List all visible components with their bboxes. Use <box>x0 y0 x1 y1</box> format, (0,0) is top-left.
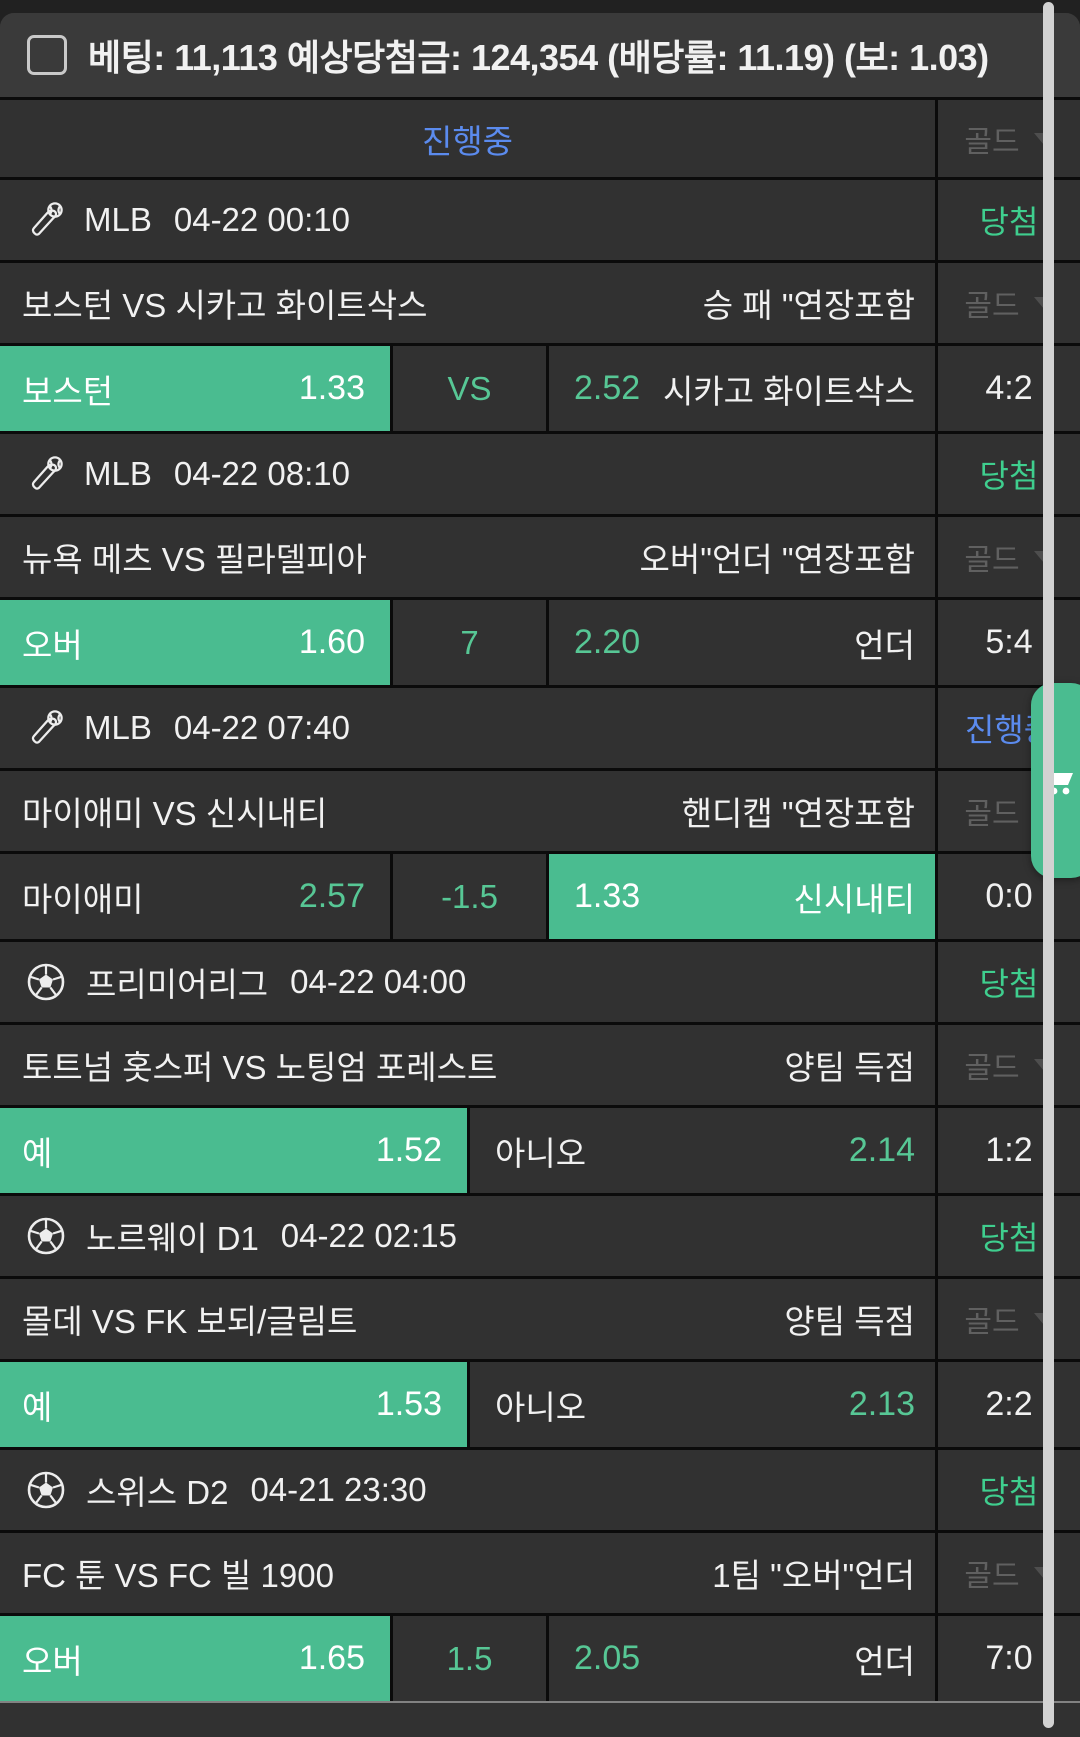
market-type: 승 패 "연장포함 <box>702 287 915 324</box>
score: 5:4 <box>985 623 1033 661</box>
odds-cell-yes[interactable]: 예 1.52 <box>0 1108 467 1193</box>
match-datetime: 04-22 00:10 <box>173 201 351 238</box>
score: 4:2 <box>985 369 1033 407</box>
odds-cell-under[interactable]: 2.20 언더 <box>546 600 935 685</box>
match-datetime: 04-22 08:10 <box>173 455 351 492</box>
odds-value: 2.14 <box>848 1131 915 1169</box>
game-card: MLB 04-22 08:10 당첨 뉴욕 메츠 VS 필라델피아 오버"언더 … <box>0 434 1080 688</box>
market-type: 1팀 "오버"언더 <box>712 1557 915 1594</box>
game-card: 스위스 D2 04-21 23:30 당첨 FC 툰 VS FC 빌 1900 … <box>0 1450 1080 1701</box>
grade-dropdown[interactable]: 골드 <box>964 1297 1054 1341</box>
match-title: 마이애미 VS 신시내티 <box>22 795 328 832</box>
odds-cell-line[interactable]: 1.5 <box>390 1616 546 1701</box>
odds-value: 1.52 <box>375 1131 442 1169</box>
match-datetime: 04-22 07:40 <box>173 709 351 746</box>
market-type: 양팀 득점 <box>784 1049 915 1086</box>
odds-cell-line[interactable]: -1.5 <box>390 854 546 939</box>
line-value: 1.5 <box>446 1639 493 1677</box>
odds-cell-yes[interactable]: 예 1.53 <box>0 1362 467 1447</box>
market-type: 핸디캡 "연장포함 <box>681 795 915 832</box>
market-type: 양팀 득점 <box>784 1303 915 1340</box>
league-name: MLB <box>84 201 152 238</box>
odds-cell-home[interactable]: 마이애미 2.57 <box>22 877 365 918</box>
league-name: 노르웨이 D1 <box>86 1220 259 1257</box>
score: 2:2 <box>985 1385 1033 1423</box>
odds-cell-no[interactable]: 아니오 2.14 <box>467 1108 935 1193</box>
soccer-icon <box>26 1470 66 1510</box>
score: 1:2 <box>985 1131 1033 1169</box>
baseball-icon <box>26 455 64 493</box>
status-badge: 당첨 <box>979 1220 1039 1256</box>
grade-dropdown[interactable]: 골드 <box>964 281 1054 325</box>
match-datetime: 04-22 02:15 <box>280 1217 457 1254</box>
odds-cell-home[interactable]: 보스턴 1.33 <box>0 346 390 431</box>
score: 0:0 <box>985 877 1033 915</box>
scrollbar[interactable] <box>1043 2 1054 1728</box>
line-value: VS <box>447 369 492 407</box>
match-title: FC 툰 VS FC 빌 1900 <box>22 1557 334 1594</box>
odds-value: 2.13 <box>848 1385 915 1423</box>
baseball-icon <box>26 201 64 239</box>
grade-dropdown[interactable]: 골드 <box>964 535 1054 579</box>
status-badge: 당첨 <box>979 204 1039 240</box>
grade-dropdown[interactable]: 골드 <box>964 117 1054 161</box>
odds-value: 2.52 <box>574 369 641 407</box>
odds-value: 1.33 <box>298 369 365 407</box>
game-card: 프리미어리그 04-22 04:00 당첨 토트넘 홋스퍼 VS 노팅엄 포레스… <box>0 942 1080 1196</box>
odds-cell-away[interactable]: 2.52 시카고 화이트삭스 <box>546 346 935 431</box>
odds-cell-over[interactable]: 오버 1.60 <box>0 600 390 685</box>
odds-value: 2.20 <box>574 623 641 661</box>
odds-value: 2.57 <box>298 877 365 915</box>
bottom-strip <box>0 1701 1080 1734</box>
score: 7:0 <box>985 1639 1033 1677</box>
odds-cell-under[interactable]: 2.05 언더 <box>546 1616 935 1701</box>
bet-summary-row: 베팅: 11,113 예상당첨금: 124,354 (배당률: 11.19) (… <box>0 13 1080 100</box>
odds-value: 2.05 <box>574 1639 641 1677</box>
grade-dropdown[interactable]: 골드 <box>964 1551 1054 1595</box>
soccer-icon <box>26 962 66 1002</box>
baseball-icon <box>26 709 64 747</box>
match-datetime: 04-22 04:00 <box>290 963 467 1000</box>
soccer-icon <box>26 1216 66 1256</box>
bet-slip-card: 베팅: 11,113 예상당첨금: 124,354 (배당률: 11.19) (… <box>0 13 1080 1737</box>
match-title: 보스턴 VS 시카고 화이트삭스 <box>22 287 428 324</box>
cart-fab-button[interactable] <box>1031 683 1080 878</box>
odds-value: 1.53 <box>375 1385 442 1423</box>
bet-status-row: 진행중 골드 <box>0 100 1080 180</box>
grade-label: 골드 <box>964 125 1020 159</box>
odds-value: 1.65 <box>298 1639 365 1677</box>
odds-value: 1.60 <box>298 623 365 661</box>
line-value: 7 <box>460 623 479 661</box>
status-badge: 당첨 <box>979 966 1039 1002</box>
match-title: 몰데 VS FK 보되/글림트 <box>22 1303 358 1340</box>
status-badge: 당첨 <box>979 458 1039 494</box>
match-title: 토트넘 홋스퍼 VS 노팅엄 포레스트 <box>22 1049 498 1086</box>
game-card: MLB 04-22 00:10 당첨 보스턴 VS 시카고 화이트삭스 승 패 … <box>0 180 1080 434</box>
odds-cell-away[interactable]: 1.33 신시내티 <box>546 854 935 939</box>
grade-dropdown[interactable]: 골드 <box>964 1043 1054 1087</box>
game-card: 노르웨이 D1 04-22 02:15 당첨 몰데 VS FK 보되/글림트 양… <box>0 1196 1080 1450</box>
match-title: 뉴욕 메츠 VS 필라델피아 <box>22 541 367 578</box>
status-badge: 당첨 <box>979 1474 1039 1510</box>
bet-status-label: 진행중 <box>421 122 514 160</box>
odds-value: 1.33 <box>574 877 641 915</box>
market-type: 오버"언더 "연장포함 <box>639 541 915 578</box>
odds-cell-no[interactable]: 아니오 2.13 <box>467 1362 935 1447</box>
game-card: MLB 04-22 07:40 진행중 마이애미 VS 신시내티 핸디캡 "연장… <box>0 688 1080 942</box>
bet-select-checkbox[interactable] <box>27 35 67 75</box>
league-name: 스위스 D2 <box>86 1474 229 1511</box>
odds-cell-line[interactable]: 7 <box>390 600 546 685</box>
league-name: MLB <box>84 709 152 746</box>
match-datetime: 04-21 23:30 <box>250 1471 427 1508</box>
odds-cell-line[interactable]: VS <box>390 346 546 431</box>
odds-cell-over[interactable]: 오버 1.65 <box>0 1616 390 1701</box>
league-name: MLB <box>84 455 152 492</box>
league-name: 프리미어리그 <box>86 966 269 1003</box>
bet-summary-text: 베팅: 11,113 예상당첨금: 124,354 (배당률: 11.19) (… <box>88 37 989 78</box>
line-value: -1.5 <box>441 877 498 915</box>
